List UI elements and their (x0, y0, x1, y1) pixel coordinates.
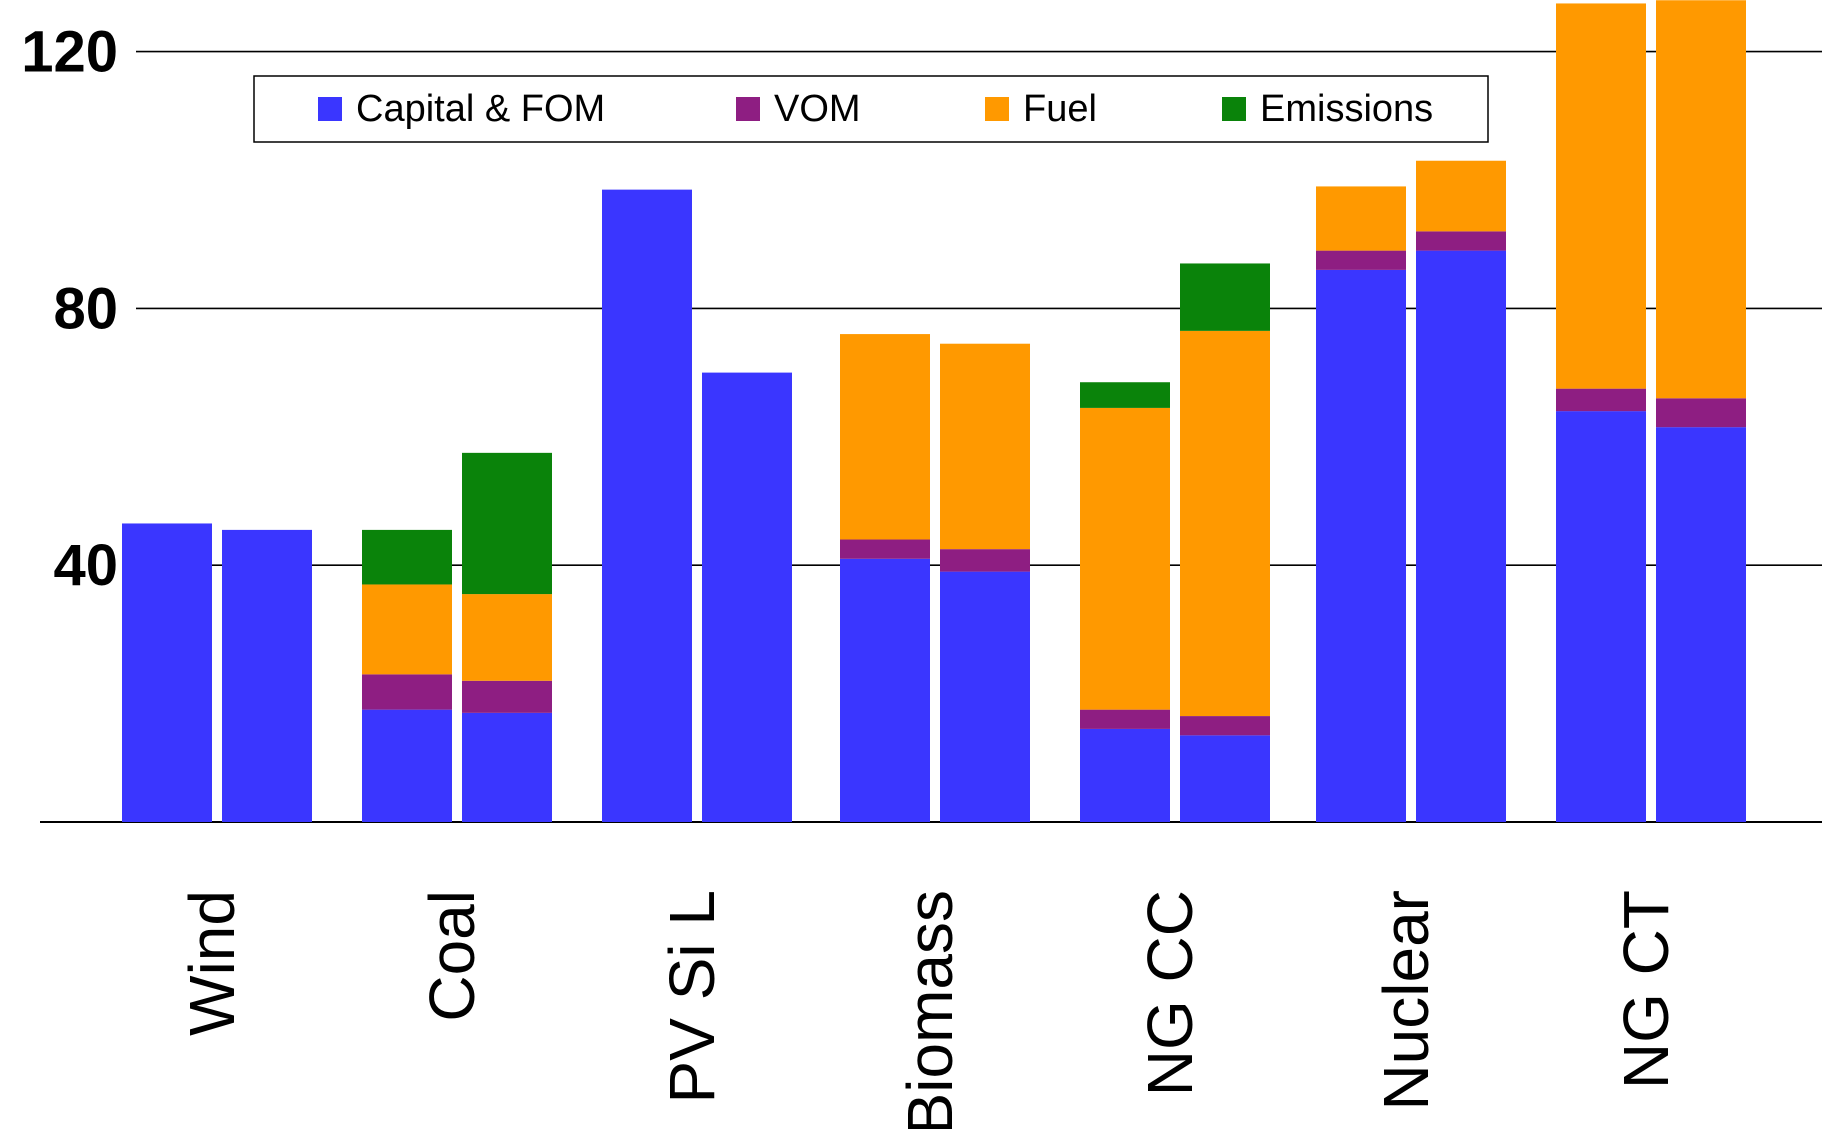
bar-pv-si-l-1-capital-fom (602, 189, 692, 822)
bar-nuclear-2-capital-fom (1416, 250, 1506, 822)
y-tick-label-120: 120 (21, 20, 118, 85)
bar-ng-ct-2-fuel (1656, 0, 1746, 399)
category-label-ng-ct: NG CT (1610, 890, 1682, 1089)
legend-swatch-capital-fom (318, 97, 342, 121)
bar-ng-ct-1-fuel (1556, 3, 1646, 389)
bar-biomass-2-vom (940, 549, 1030, 572)
legend-label-emissions: Emissions (1260, 88, 1433, 130)
legend: Capital & FOM VOM Fuel Emissions (253, 75, 1489, 143)
bar-ng-cc-1-vom (1080, 709, 1170, 729)
bar-ng-ct-2-capital-fom (1656, 427, 1746, 822)
y-axis: 40 80 120 (21, 20, 118, 599)
bar-ng-cc-2-fuel (1180, 330, 1270, 717)
bar-biomass-2-capital-fom (940, 571, 1030, 822)
bars (122, 0, 1746, 822)
bar-ng-cc-2-capital-fom (1180, 735, 1270, 822)
legend-swatch-emissions (1222, 97, 1246, 121)
y-tick-label-80: 80 (53, 276, 118, 341)
bar-wind-1-capital-fom (122, 523, 212, 822)
x-axis: Wind Coal PV Si L Biomass NG CC Nuclear NG CT (176, 890, 1682, 1129)
bar-coal-1-emissions (362, 529, 452, 585)
category-label-biomass: Biomass (894, 890, 966, 1129)
y-tick-label-40: 40 (53, 533, 118, 598)
category-label-nuclear: Nuclear (1370, 890, 1442, 1111)
bar-nuclear-2-vom (1416, 231, 1506, 251)
bar-coal-1-capital-fom (362, 709, 452, 822)
bar-ng-cc-2-emissions (1180, 263, 1270, 331)
legend-label-vom: VOM (774, 88, 861, 130)
bar-ng-cc-1-capital-fom (1080, 728, 1170, 822)
bar-coal-2-vom (462, 680, 552, 713)
legend-box (253, 75, 1489, 143)
category-label-coal: Coal (416, 890, 488, 1022)
bar-coal-1-vom (362, 674, 452, 710)
bar-biomass-1-fuel (840, 334, 930, 540)
legend-label-capital-fom: Capital & FOM (356, 88, 605, 130)
bar-nuclear-1-fuel (1316, 186, 1406, 251)
legend-swatch-vom (736, 97, 760, 121)
bar-biomass-2-fuel (940, 343, 1030, 550)
bar-nuclear-1-capital-fom (1316, 269, 1406, 822)
legend-label-fuel: Fuel (1023, 88, 1097, 130)
bar-ng-cc-1-emissions (1080, 382, 1170, 408)
bar-pv-si-l-2-capital-fom (702, 372, 792, 822)
legend-swatch-fuel (985, 97, 1009, 121)
bar-nuclear-1-vom (1316, 250, 1406, 270)
bar-coal-2-emissions (462, 452, 552, 595)
category-label-wind: Wind (176, 890, 248, 1036)
bar-ng-cc-1-fuel (1080, 407, 1170, 710)
bar-coal-1-fuel (362, 584, 452, 675)
bar-nuclear-2-fuel (1416, 160, 1506, 232)
bar-ng-ct-1-capital-fom (1556, 411, 1646, 822)
bar-coal-2-fuel (462, 594, 552, 681)
bar-biomass-1-capital-fom (840, 558, 930, 822)
bar-coal-2-capital-fom (462, 712, 552, 822)
bar-ng-cc-2-vom (1180, 716, 1270, 736)
bar-biomass-1-vom (840, 539, 930, 559)
bar-ng-ct-2-vom (1656, 398, 1746, 428)
bar-ng-ct-1-vom (1556, 388, 1646, 412)
category-label-pv-si-l: PV Si L (656, 890, 728, 1103)
bar-wind-2-capital-fom (222, 529, 312, 822)
category-label-ng-cc: NG CC (1134, 890, 1206, 1096)
